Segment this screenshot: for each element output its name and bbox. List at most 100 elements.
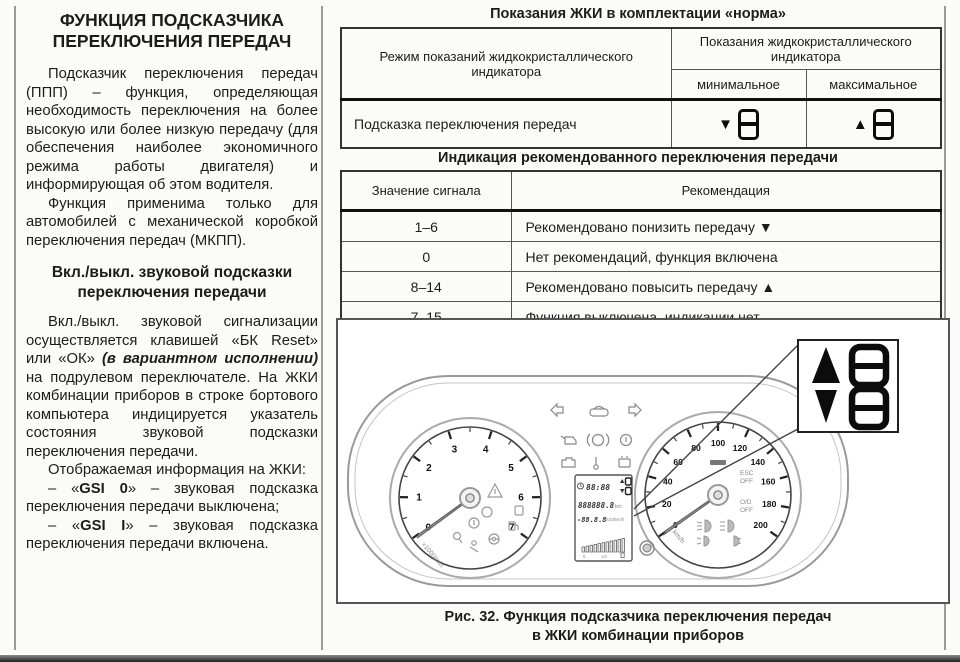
lcd-clock: 88:88 — [586, 483, 610, 492]
steering-wheel-icon — [488, 533, 500, 545]
min-indicator-cell: ▼ — [670, 98, 807, 149]
lcd-odometer-unit: km — [615, 504, 622, 510]
lcd-trip-unit: l/100km/h — [606, 517, 625, 522]
high-beam-icon — [720, 519, 735, 533]
seven-segment-digit-icon — [848, 385, 890, 431]
svg-text:ESC: ESC — [740, 470, 754, 477]
seven-segment-digit-icon — [848, 343, 890, 389]
signal-value: 8–14 — [340, 271, 512, 302]
esc-off-label: ESC OFF — [740, 470, 754, 485]
max-indicator-cell: ▲ — [805, 98, 942, 149]
list-item-gsi1: – «GSI I» – звуковая подсказка переключе… — [26, 517, 318, 554]
up-arrow-icon — [812, 347, 840, 383]
car-body-icon — [589, 405, 609, 417]
fuel-scale-mid: 1/2 — [601, 554, 607, 559]
tachometer-scale: 01234567 — [399, 428, 541, 540]
gear-indicator-callout — [797, 339, 899, 433]
tachometer-warning-icons — [452, 482, 524, 553]
fuel-gauge-bar-icon — [710, 460, 726, 465]
down-arrow-icon — [815, 390, 837, 423]
left-turn-signal-icon — [550, 402, 564, 418]
svg-text:O/D: O/D — [740, 499, 752, 506]
header-readings: Показания жидкокристаллического индикато… — [670, 27, 942, 70]
headlight-icons — [696, 519, 742, 547]
centre-telltale-icons — [550, 402, 642, 470]
brake-warning-icon — [619, 433, 633, 447]
brake-pads-icon — [586, 433, 610, 447]
cluster-body-outline — [347, 375, 849, 587]
svg-text:0: 0 — [673, 520, 678, 530]
lcd-trip: -88.8.8 — [577, 516, 607, 524]
svg-text:180: 180 — [762, 499, 777, 509]
oil-pressure-icon — [560, 435, 577, 445]
paragraph-applicability: Функция применима только для автомобилей… — [26, 195, 318, 249]
od-off-label: O/D OFF — [740, 499, 753, 514]
low-beam-icon — [696, 519, 712, 533]
lcd-panel: 88:88 888888.8 km -88.8.8 l/100km/h 0 1/… — [574, 474, 633, 562]
abs-icon — [481, 506, 493, 518]
svg-text:6: 6 — [518, 493, 524, 504]
caption-line2: в ЖКИ комбинации приборов — [531, 628, 745, 644]
table-row: 8–14 Рекомендовано повысить передачу ▲ — [340, 271, 942, 302]
svg-text:7: 7 — [509, 522, 515, 533]
down-arrow-icon: ▼ — [718, 115, 733, 133]
callout-lines — [633, 344, 799, 517]
recommendation-text: Рекомендовано понизить передачу ▼ — [510, 209, 942, 242]
paragraph-sound-toggle: Вкл./выкл. звуковой сигнализации осущест… — [26, 313, 318, 461]
left-column: ФУНКЦИЯ ПОДСКАЗЧИКА ПЕРЕКЛЮЧЕНИЯ ПЕРЕДАЧ… — [26, 4, 318, 554]
tachometer-needle — [416, 487, 481, 539]
gsi0-code: GSI 0 — [79, 480, 128, 497]
svg-text:OFF: OFF — [740, 478, 753, 485]
paragraph-intro: Подсказчик переключения передач (ППП) – … — [26, 66, 318, 193]
paragraph-displayed-info: Отображаемая информация на ЖКИ: — [48, 462, 307, 478]
text-run: – « — [48, 517, 81, 534]
subsection-title: Вкл./выкл. звуковой подсказки переключен… — [51, 264, 293, 301]
table2-title: Индикация рекомендованного переключения … — [438, 150, 838, 166]
coolant-temp-icon — [593, 457, 599, 470]
gsi1-code: GSI I — [80, 517, 126, 534]
table-row: 0 Нет рекомендаций, функция включена — [340, 241, 942, 272]
tachometer: 01234567 ×1000/min — [389, 417, 551, 579]
door-ajar-icon — [514, 505, 524, 516]
right-turn-signal-icon — [628, 402, 642, 418]
immobilizer-icon — [452, 531, 463, 544]
left-page-rule — [14, 6, 16, 650]
figure-caption: Рис. 32. Функция подсказчика переключени… — [332, 608, 944, 646]
table-row: 1–6 Рекомендовано понизить передачу ▼ — [340, 209, 942, 242]
svg-text:60: 60 — [673, 457, 683, 467]
up-arrow-icon: ▲ — [852, 115, 868, 133]
recommendation-text: Нет рекомендаций, функция включена — [510, 241, 942, 272]
instrument-cluster-figure: 01234567 ×1000/min — [336, 318, 950, 604]
text-run: » – звуковая подсказка переключения пере… — [26, 517, 318, 553]
gear-shift-up-down-indicator — [620, 477, 632, 496]
caption-line1: Рис. 32. Функция подсказчика переключени… — [444, 609, 832, 625]
low-fuel-icon — [508, 521, 519, 531]
hazard-triangle-icon — [486, 482, 504, 498]
check-engine-icon — [561, 457, 576, 468]
front-fog-icon — [696, 535, 710, 547]
lcd-readings-table: Режим показаний жидкокристаллического ин… — [340, 27, 942, 149]
svg-text:3: 3 — [452, 445, 458, 456]
lcd-odometer: 888888.8 — [578, 501, 615, 510]
signal-indication-table: Значение сигнала Рекомендация 1–6 Рекоме… — [340, 170, 942, 333]
variant-note: (в вариантном исполнении) — [101, 351, 318, 367]
signal-value: 0 — [340, 241, 512, 272]
brake-warning-icon — [468, 517, 480, 529]
fuel-pump-icon — [620, 552, 625, 558]
svg-text:1: 1 — [416, 493, 422, 504]
signal-value: 1–6 — [340, 209, 512, 242]
svg-text:80: 80 — [691, 443, 701, 453]
svg-text:100: 100 — [711, 438, 726, 448]
svg-text:200: 200 — [753, 520, 768, 530]
table1-title: Показания ЖКИ в комплектации «норма» — [490, 6, 786, 22]
svg-text:20: 20 — [662, 499, 672, 509]
section-title: ФУНКЦИЯ ПОДСКАЗЧИКА ПЕРЕКЛЮЧЕНИЯ ПЕРЕДАЧ — [52, 10, 292, 51]
header-mode: Режим показаний жидкокристаллического ин… — [340, 27, 672, 100]
rear-fog-icon — [733, 535, 742, 547]
svg-text:140: 140 — [751, 457, 766, 467]
seven-segment-digit-icon — [737, 108, 759, 140]
header-max: максимальное — [805, 69, 942, 100]
svg-text:4: 4 — [483, 445, 489, 456]
